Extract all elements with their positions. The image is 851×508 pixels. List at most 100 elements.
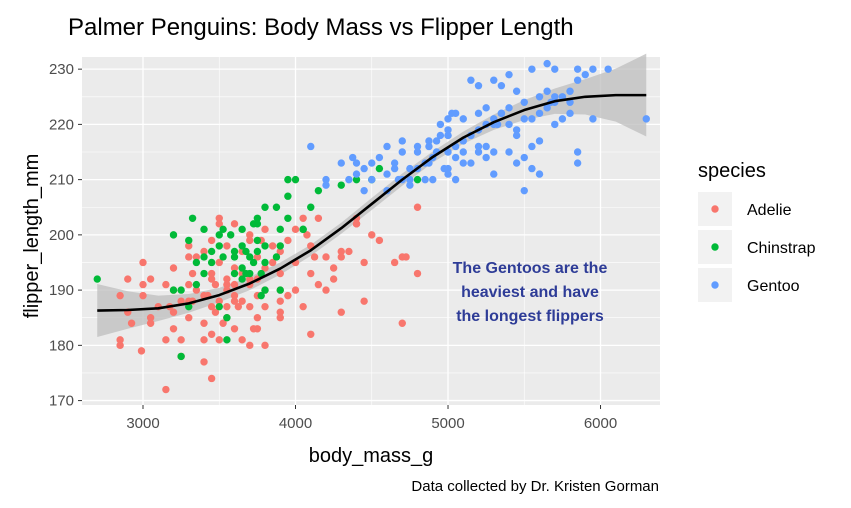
data-point [421, 175, 429, 184]
data-point [146, 275, 155, 283]
data-point [139, 258, 147, 267]
data-point [291, 225, 300, 234]
smooth-line-path [97, 93, 647, 312]
data-point [573, 76, 582, 84]
data-point [467, 76, 475, 84]
data-point [200, 336, 208, 344]
data-point [200, 247, 208, 256]
data-point [520, 186, 528, 195]
y-tick-label: 230 [49, 61, 74, 78]
data-point [497, 109, 506, 118]
data-point [146, 319, 155, 327]
data-point [284, 214, 292, 222]
data-point [242, 247, 250, 256]
data-point [261, 203, 269, 211]
data-point [223, 275, 231, 283]
data-point [246, 231, 254, 239]
data-point [276, 308, 284, 316]
data-point [314, 186, 323, 195]
data-point [146, 314, 155, 322]
data-point [425, 137, 433, 145]
data-point [169, 231, 178, 239]
data-point [360, 297, 368, 305]
data-point [535, 170, 544, 178]
data-point [573, 159, 582, 167]
data-point [383, 142, 391, 151]
data-point [589, 115, 597, 123]
data-point [230, 264, 239, 272]
data-point [535, 93, 544, 101]
data-point [505, 104, 513, 112]
data-point [276, 269, 284, 278]
data-point [242, 269, 250, 278]
data-point [268, 258, 277, 267]
data-point [291, 286, 300, 294]
data-point [238, 225, 246, 234]
data-point [429, 175, 437, 184]
data-point [230, 280, 239, 289]
data-point [520, 153, 528, 162]
y-tick-label: 190 [49, 282, 74, 299]
plot-panel [82, 57, 660, 405]
data-point [238, 275, 246, 283]
data-point [162, 385, 170, 394]
data-point [230, 247, 239, 256]
data-point [360, 186, 368, 195]
data-point [253, 247, 262, 256]
legend-marker [711, 243, 719, 251]
data-point [383, 170, 391, 178]
data-point [368, 231, 376, 239]
legend-label: Adelie [747, 202, 792, 219]
data-point [581, 70, 589, 79]
data-point [192, 258, 201, 267]
data-point [249, 325, 258, 333]
annotation-line: heaviest and have [461, 284, 599, 301]
y-axis-label: flipper_length_mm [21, 154, 43, 319]
data-point [352, 170, 361, 178]
data-point [512, 126, 521, 134]
legend-label: Chinstrap [747, 240, 816, 257]
series-gentoo [307, 59, 650, 195]
data-point [200, 269, 208, 278]
data-point [139, 291, 147, 300]
data-point [535, 109, 544, 118]
data-point [162, 280, 170, 289]
data-point [230, 291, 239, 300]
data-point [528, 142, 536, 151]
data-point [200, 319, 208, 327]
data-point [223, 280, 231, 289]
x-axis: 3000 4000 5000 6000 [126, 405, 617, 432]
data-point [482, 153, 490, 162]
data-point [284, 175, 292, 184]
legend-marker [711, 281, 719, 289]
data-point [322, 175, 330, 184]
data-point [219, 225, 227, 234]
data-point [425, 142, 433, 151]
data-point [169, 264, 178, 272]
data-point [444, 170, 452, 178]
data-point [566, 109, 574, 118]
data-point [322, 253, 330, 261]
data-point [413, 142, 422, 151]
data-point [528, 164, 536, 173]
data-point [337, 159, 345, 167]
data-point [257, 269, 265, 278]
data-point [299, 302, 307, 311]
data-point [234, 302, 243, 311]
data-point [207, 269, 216, 278]
caption: Data collected by Dr. Kristen Gorman [411, 478, 659, 495]
data-point [314, 280, 323, 289]
data-point [177, 336, 185, 344]
data-point [459, 159, 467, 167]
data-point [310, 253, 319, 261]
data-point [188, 214, 197, 222]
data-point [467, 159, 475, 167]
data-point [444, 115, 452, 123]
data-point [528, 65, 536, 73]
data-point [253, 253, 262, 261]
data-point [215, 214, 223, 222]
points-layer [93, 59, 650, 394]
data-point [589, 65, 597, 73]
data-point [223, 302, 231, 311]
